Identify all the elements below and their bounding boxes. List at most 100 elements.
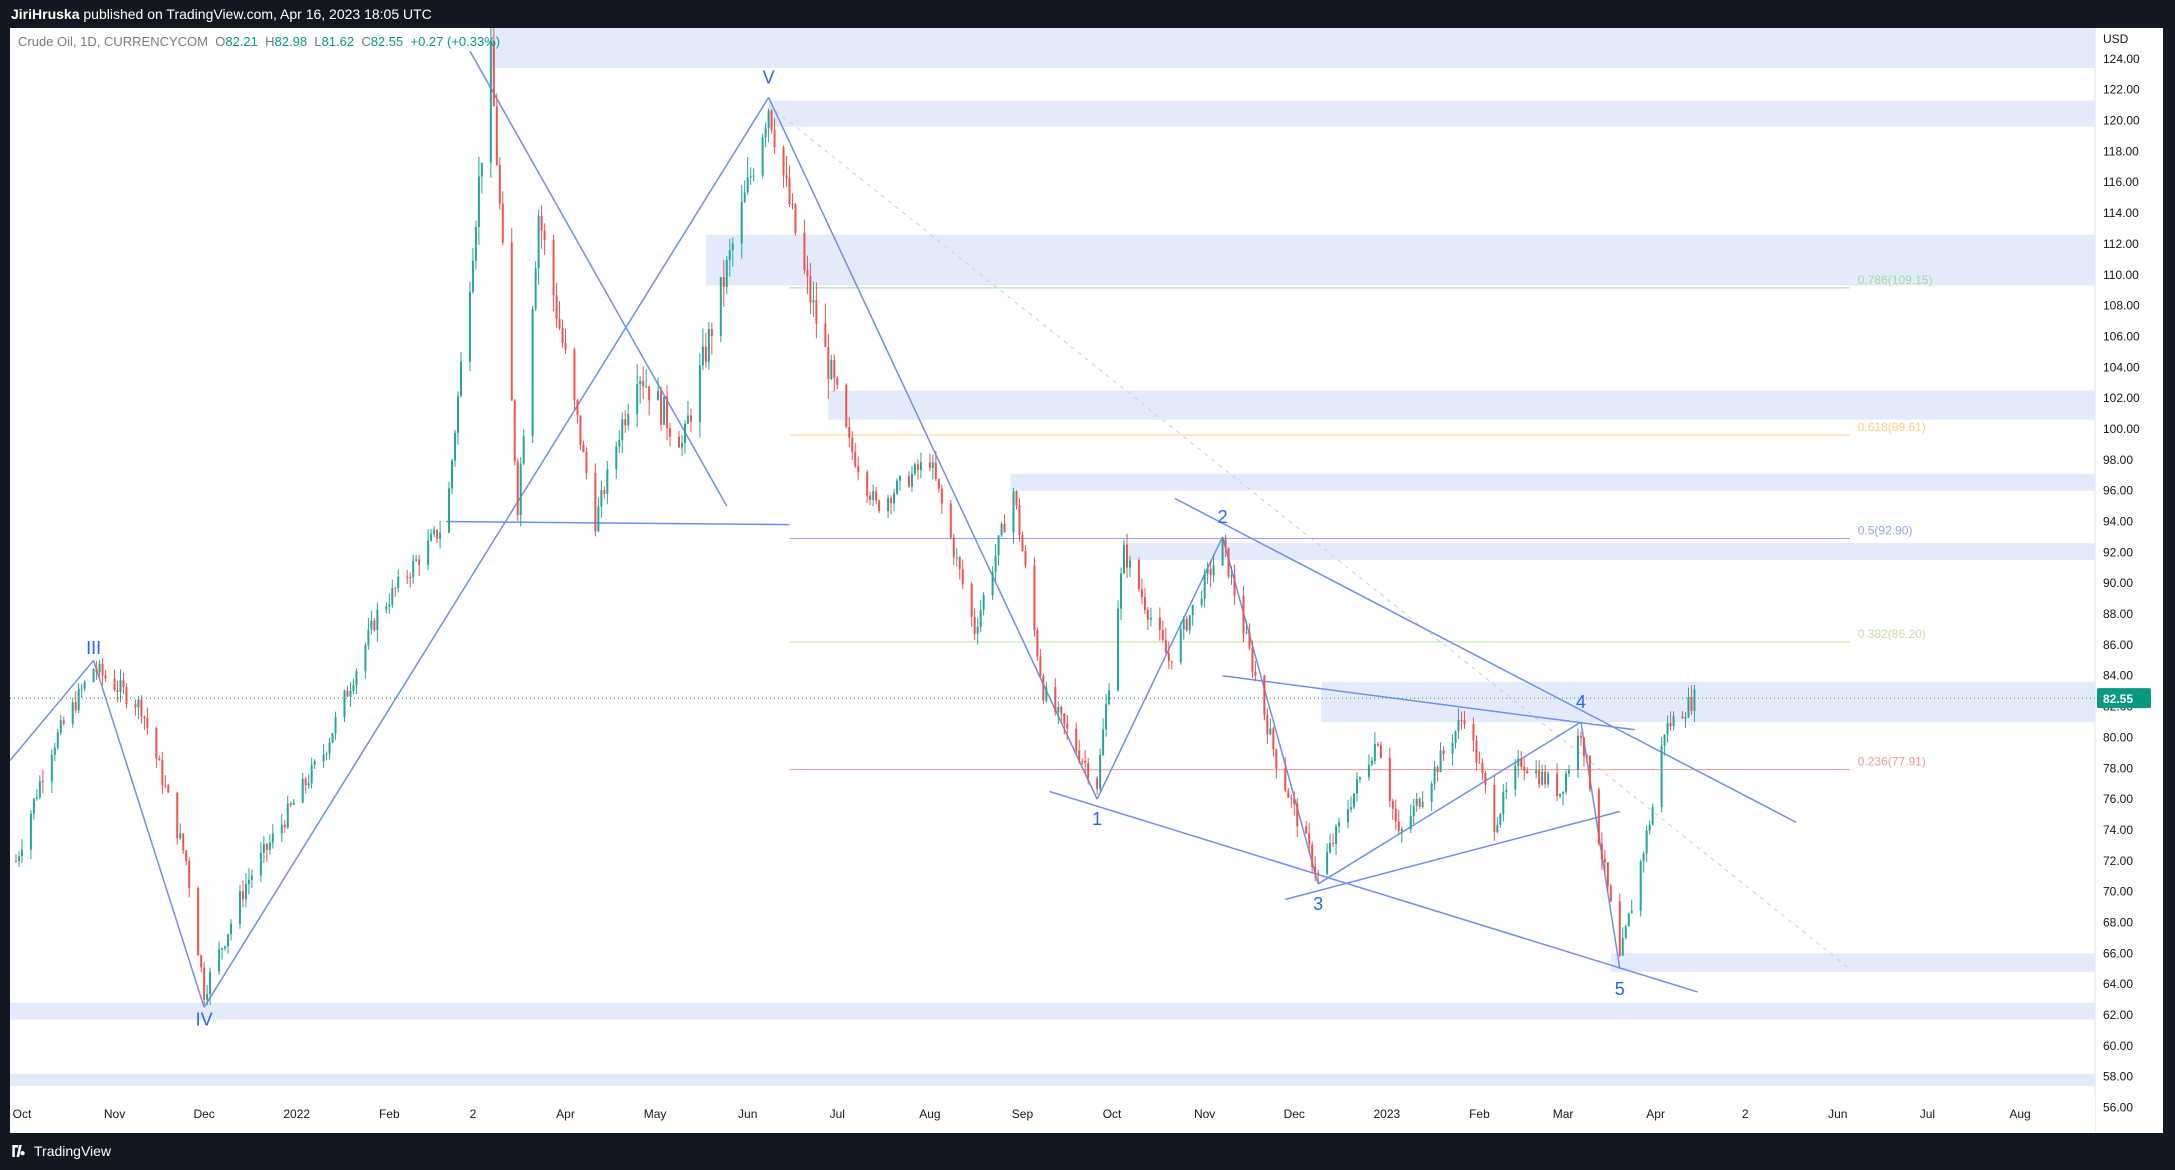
candle-body[interactable] [869,495,872,501]
candle-body[interactable] [1137,560,1140,590]
candle-body[interactable] [1538,770,1541,785]
candle-body[interactable] [1263,675,1266,716]
candle-body[interactable] [1505,789,1508,792]
candle-body[interactable] [1024,551,1027,566]
candle-body[interactable] [71,702,74,724]
candle-body[interactable] [1123,544,1126,574]
candle-body[interactable] [597,506,600,532]
candle-body[interactable] [265,843,268,850]
candle-body[interactable] [1496,824,1499,832]
last-price-tag[interactable] [2097,688,2151,709]
candle-body[interactable] [1108,690,1111,705]
candle-body[interactable] [1266,715,1269,735]
candle-body[interactable] [1541,771,1544,785]
candle-body[interactable] [824,323,827,347]
candle-body[interactable] [1311,844,1314,867]
candle-body[interactable] [982,594,985,611]
candle-body[interactable] [1125,544,1128,568]
fib-trend-line[interactable] [768,104,1851,970]
candle-body[interactable] [1582,737,1585,756]
candle-body[interactable] [471,260,474,292]
candle-body[interactable] [1164,639,1167,653]
candle-body[interactable] [1358,777,1361,780]
trendline[interactable] [92,660,205,1008]
candle-body[interactable] [1502,791,1505,815]
candle-body[interactable] [1057,707,1060,713]
candle-body[interactable] [1690,697,1693,711]
candle-body[interactable] [119,680,122,692]
candle-body[interactable] [958,557,961,570]
candle-body[interactable] [301,778,304,803]
trendline[interactable] [469,50,728,507]
candle-body[interactable] [875,491,878,501]
candle-body[interactable] [1191,604,1194,616]
candle-body[interactable] [919,462,922,470]
candle-body[interactable] [1254,671,1257,676]
author-name[interactable]: JiriHruska [11,6,80,22]
candle-body[interactable] [1146,609,1149,620]
candle-body[interactable] [1099,754,1102,789]
candle-body[interactable] [1200,598,1203,605]
candle-body[interactable] [1352,793,1355,808]
candle-body[interactable] [1409,815,1412,830]
candle-body[interactable] [851,437,854,452]
candle-body[interactable] [812,300,815,303]
candle-body[interactable] [468,291,471,362]
candle-body[interactable] [41,781,44,783]
candle-body[interactable] [146,718,149,729]
candle-body[interactable] [970,584,973,617]
candle-body[interactable] [373,620,376,631]
candle-body[interactable] [492,42,495,107]
candle-body[interactable] [391,588,394,605]
candle-body[interactable] [1161,630,1164,640]
candle-body[interactable] [143,716,146,719]
candle-body[interactable] [185,850,188,862]
candle-body[interactable] [53,747,56,755]
candle-body[interactable] [746,177,749,193]
candle-body[interactable] [872,491,875,501]
candle-body[interactable] [513,400,516,462]
candle-body[interactable] [1621,937,1624,956]
candle-body[interactable] [555,295,558,319]
candle-body[interactable] [116,690,119,692]
candle-body[interactable] [1484,772,1487,785]
candle-body[interactable] [516,461,519,515]
candle-body[interactable] [176,792,179,839]
candle-body[interactable] [683,423,686,444]
candle-body[interactable] [1460,720,1463,722]
candle-body[interactable] [1272,728,1275,750]
candle-body[interactable] [430,534,433,541]
footer-brand[interactable]: TradingView [34,1143,112,1159]
tradingview-logo-icon[interactable] [10,1145,30,1157]
candle-body[interactable] [1185,618,1188,631]
candle-body[interactable] [1400,829,1403,832]
candle-body[interactable] [433,529,436,535]
candle-body[interactable] [1329,842,1332,853]
candle-body[interactable] [415,559,418,561]
symbol-info-bar[interactable]: Crude Oil, 1D, CURRENCYCOM O82.21 H82.98… [18,34,500,49]
candle-body[interactable] [1233,575,1236,596]
candle-body[interactable] [1296,803,1299,827]
candle-body[interactable] [20,849,23,857]
candle-body[interactable] [866,472,869,496]
candle-body[interactable] [666,396,669,428]
candle-body[interactable] [1248,632,1251,648]
trendline[interactable] [767,97,1098,800]
candle-body[interactable] [1517,758,1520,766]
candle-body[interactable] [833,360,836,379]
candle-body[interactable] [179,833,182,839]
candle-body[interactable] [1648,824,1651,831]
candle-body[interactable] [815,300,818,324]
candle-body[interactable] [227,934,230,947]
candle-body[interactable] [931,462,934,468]
candle-body[interactable] [206,994,209,1000]
candle-body[interactable] [1245,632,1248,634]
candle-body[interactable] [1188,615,1191,631]
candle-body[interactable] [704,346,707,362]
candle-body[interactable] [409,577,412,579]
candle-body[interactable] [1096,778,1099,789]
candle-body[interactable] [1287,790,1290,798]
candle-body[interactable] [1681,716,1684,719]
candle-body[interactable] [1179,629,1182,663]
candle-body[interactable] [1209,568,1212,576]
